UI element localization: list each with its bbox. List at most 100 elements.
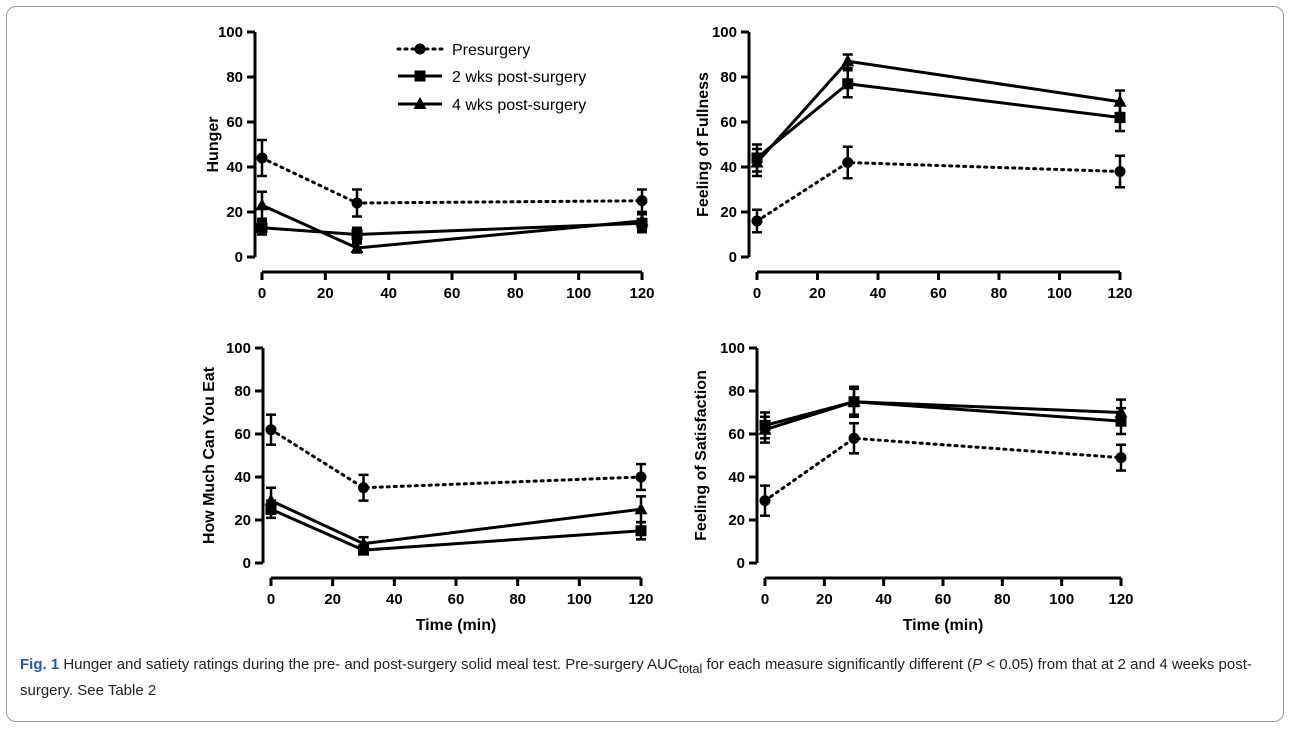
series-line-presurgery	[269, 428, 643, 490]
caption-p: P	[972, 656, 983, 673]
y-tick-label: 80	[226, 69, 243, 86]
data-point-4-wks-post-surgery	[635, 214, 649, 226]
data-point-4-wks-post-surgery	[255, 198, 269, 211]
chart-panel-3: 0 20 40 60 80 100 0 20 40 60 80 100 120 How Much Can …	[201, 340, 654, 634]
x-axis-label: Time (min)	[903, 617, 984, 634]
y-tick-label: 40	[234, 469, 251, 486]
x-tick-label: 120	[629, 285, 654, 302]
data-point-presurgery	[636, 195, 648, 207]
data-point-4-wks-post-surgery	[1113, 94, 1127, 107]
x-tick-label: 100	[1049, 591, 1074, 608]
figure-frame	[6, 6, 1284, 722]
data-point-4-wks-post-surgery	[750, 155, 764, 168]
x-tick-label: 120	[1107, 285, 1132, 302]
data-point-presurgery	[751, 215, 763, 227]
y-tick-label: 100	[720, 340, 745, 357]
data-point-presurgery	[1114, 166, 1126, 177]
x-tick-label: 100	[566, 285, 591, 302]
y-tick-label: 100	[712, 24, 737, 41]
y-tick-label: 20	[728, 512, 745, 529]
y-tick-label: 0	[235, 249, 243, 266]
y-tick-label: 0	[737, 555, 745, 572]
data-point-presurgery	[842, 157, 854, 168]
x-tick-label: 20	[809, 285, 826, 302]
x-tick-label: 20	[324, 591, 341, 608]
chart-panel-1: 0 20 40 60 80 100 0 20 40 60 80 100 120 Hunger	[205, 24, 655, 302]
y-tick-label: 40	[728, 469, 745, 486]
x-tick-label: 40	[380, 285, 397, 302]
legend-label: 2 wks post-surgery	[452, 69, 586, 86]
y-tick-label: 20	[226, 204, 243, 221]
series-line-4-wks-post-surgery	[261, 203, 643, 250]
x-tick-label: 40	[386, 591, 403, 608]
series-line-presurgery	[260, 156, 644, 205]
y-tick-label: 100	[218, 24, 243, 41]
legend-marker-circle	[414, 43, 426, 55]
x-tick-label: 0	[267, 591, 275, 608]
data-point-4-wks-post-surgery	[1114, 405, 1128, 418]
x-tick-label: 60	[935, 591, 952, 608]
y-tick-label: 0	[243, 555, 251, 572]
data-point-4-wks-post-surgery	[634, 502, 648, 515]
series-line-presurgery	[763, 436, 1123, 503]
x-tick-label: 60	[444, 285, 461, 302]
y-tick-label: 20	[234, 512, 251, 529]
series-line-4-wks-post-surgery	[764, 400, 1122, 432]
y-axis-label: How Much Can You Eat	[201, 366, 218, 544]
data-point-4-wks-post-surgery	[350, 241, 364, 253]
caption-text-2: for each measure significantly different…	[702, 656, 973, 673]
caption-label: Fig. 1	[20, 656, 60, 673]
y-tick-label: 80	[720, 69, 737, 86]
data-point-2-wks-post-surgery	[256, 222, 268, 234]
data-point-presurgery	[265, 424, 277, 436]
x-tick-label: 20	[816, 591, 833, 608]
y-tick-label: 40	[720, 159, 737, 176]
data-point-4-wks-post-surgery	[841, 54, 855, 67]
y-tick-label: 80	[234, 383, 251, 400]
x-tick-label: 80	[509, 591, 526, 608]
y-tick-label: 60	[226, 114, 243, 131]
data-point-presurgery	[1115, 452, 1127, 464]
x-tick-label: 40	[870, 285, 887, 302]
y-tick-label: 60	[720, 114, 737, 131]
series-line-presurgery	[755, 161, 1122, 223]
x-tick-label: 120	[628, 591, 653, 608]
caption-text-1: Hunger and satiety ratings during the pr…	[59, 656, 679, 673]
figure-caption: Fig. 1 Hunger and satiety ratings during…	[20, 654, 1270, 701]
chart-panel-2: 0 20 40 60 80 100 0 20 40 60 80 100 120 Feeling of Fu…	[695, 24, 1133, 302]
series-line-4-wks-post-surgery	[270, 499, 642, 546]
x-tick-label: 80	[994, 591, 1011, 608]
x-tick-label: 120	[1108, 591, 1133, 608]
y-axis-label: Hunger	[205, 117, 222, 173]
data-point-4-wks-post-surgery	[357, 536, 370, 549]
y-tick-label: 40	[226, 159, 243, 176]
x-tick-label: 80	[507, 285, 524, 302]
y-axis-label: Feeling of Satisfaction	[693, 370, 710, 541]
data-point-2-wks-post-surgery	[635, 525, 647, 537]
x-tick-label: 0	[258, 285, 266, 302]
data-point-4-wks-post-surgery	[758, 422, 772, 435]
data-point-2-wks-post-surgery	[842, 78, 854, 90]
legend: Presurgery 2 wks post-surgery 4 wks post-s…	[396, 42, 586, 114]
data-point-presurgery	[635, 471, 647, 483]
legend-label: Presurgery	[452, 42, 530, 59]
data-point-presurgery	[358, 482, 369, 494]
legend-marker-triangle	[413, 97, 427, 109]
legend-marker-square	[414, 70, 426, 82]
data-point-presurgery	[351, 197, 363, 209]
data-point-4-wks-post-surgery	[847, 394, 861, 407]
x-tick-label: 80	[991, 285, 1008, 302]
data-point-presurgery	[848, 432, 860, 444]
y-axis-label: Feeling of Fullness	[695, 72, 712, 217]
y-tick-label: 20	[720, 204, 737, 221]
x-tick-label: 40	[875, 591, 892, 608]
data-point-presurgery	[256, 152, 268, 164]
x-tick-label: 20	[317, 285, 334, 302]
x-tick-label: 100	[1047, 285, 1072, 302]
data-point-presurgery	[759, 495, 771, 507]
y-tick-label: 60	[234, 426, 251, 443]
y-tick-label: 0	[729, 249, 737, 266]
legend-label: 4 wks post-surgery	[452, 97, 586, 114]
x-axis-label: Time (min)	[416, 617, 497, 634]
y-tick-label: 60	[728, 426, 745, 443]
